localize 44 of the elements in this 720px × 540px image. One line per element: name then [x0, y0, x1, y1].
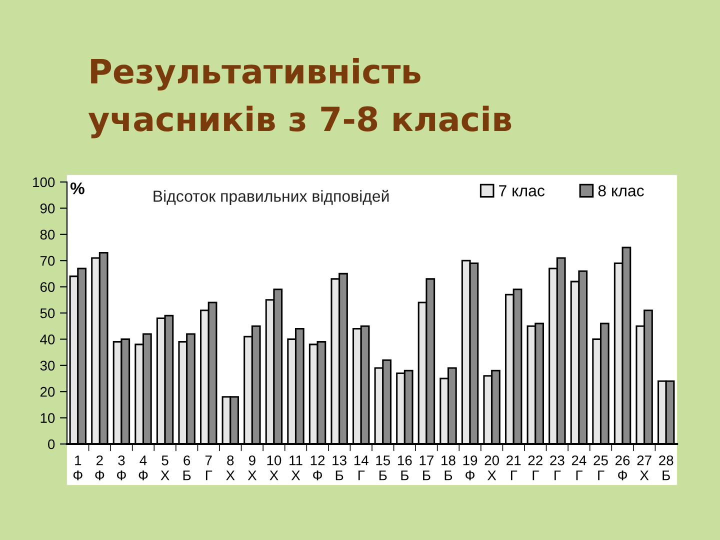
y-tick-label: 20: [40, 386, 55, 397]
x-tick-label: 20 Х: [484, 455, 500, 480]
y-tick-label: 10: [40, 413, 55, 423]
x-tick-label: 12 Ф: [310, 455, 325, 480]
x-tick-label: 1 Ф: [73, 456, 82, 480]
legend-label: 7 клас: [499, 185, 545, 196]
chart-subtitle: Відсоток правильних відповідей: [154, 190, 389, 206]
y-tick-label: 40: [40, 334, 55, 344]
x-tick-label: 7 Г: [205, 456, 212, 480]
x-tick-label: 21 Г: [506, 455, 521, 480]
x-tick-label: 28 Б: [659, 455, 674, 480]
x-tick-label: 6 Б: [183, 455, 191, 480]
x-tick-label: 13 Б: [332, 455, 346, 480]
x-tick-label: 11 Х: [290, 456, 302, 480]
x-tick-label: 18 Б: [442, 455, 456, 480]
x-tick-label: 3 Ф: [116, 455, 126, 480]
y-tick-label: 0: [48, 439, 55, 450]
x-tick-label: 25 Г: [594, 455, 608, 480]
y-tick-label: 80: [40, 230, 55, 240]
y-tick-label: 70: [40, 256, 55, 266]
legend-label: 8 клас: [598, 185, 644, 196]
chart-title: Результативність учасників з 7-8 класів: [88, 58, 512, 138]
x-tick-label: 10 Х: [267, 455, 282, 480]
x-tick-label: 5 Х: [160, 456, 170, 480]
y-tick-label: 30: [40, 360, 55, 371]
x-tick-label: 24 Г: [572, 455, 586, 480]
y-tick-label: 90: [40, 204, 55, 214]
y-axis-title: %: [70, 182, 84, 194]
x-tick-label: 4 Ф: [138, 456, 148, 480]
y-tick-label: 100: [33, 177, 55, 188]
x-tick-label: 16 Б: [398, 455, 412, 480]
y-tick-label: 60: [40, 282, 55, 292]
x-tick-label: 23 Г: [550, 455, 564, 480]
x-tick-label: 27 Х: [637, 455, 652, 480]
y-tick-label: 50: [40, 308, 55, 318]
x-tick-label: 14 Г: [354, 456, 368, 480]
x-tick-label: 26 Ф: [616, 455, 630, 480]
x-tick-label: 22 Г: [528, 455, 542, 480]
x-tick-label: 19 Ф: [463, 455, 478, 480]
x-tick-label: 2 Ф: [95, 455, 104, 480]
x-tick-label: 15 Б: [376, 456, 390, 480]
x-tick-label: 9 Х: [248, 455, 257, 480]
x-tick-label: 8 Х: [226, 455, 235, 480]
x-tick-label: 17 Б: [420, 456, 434, 480]
